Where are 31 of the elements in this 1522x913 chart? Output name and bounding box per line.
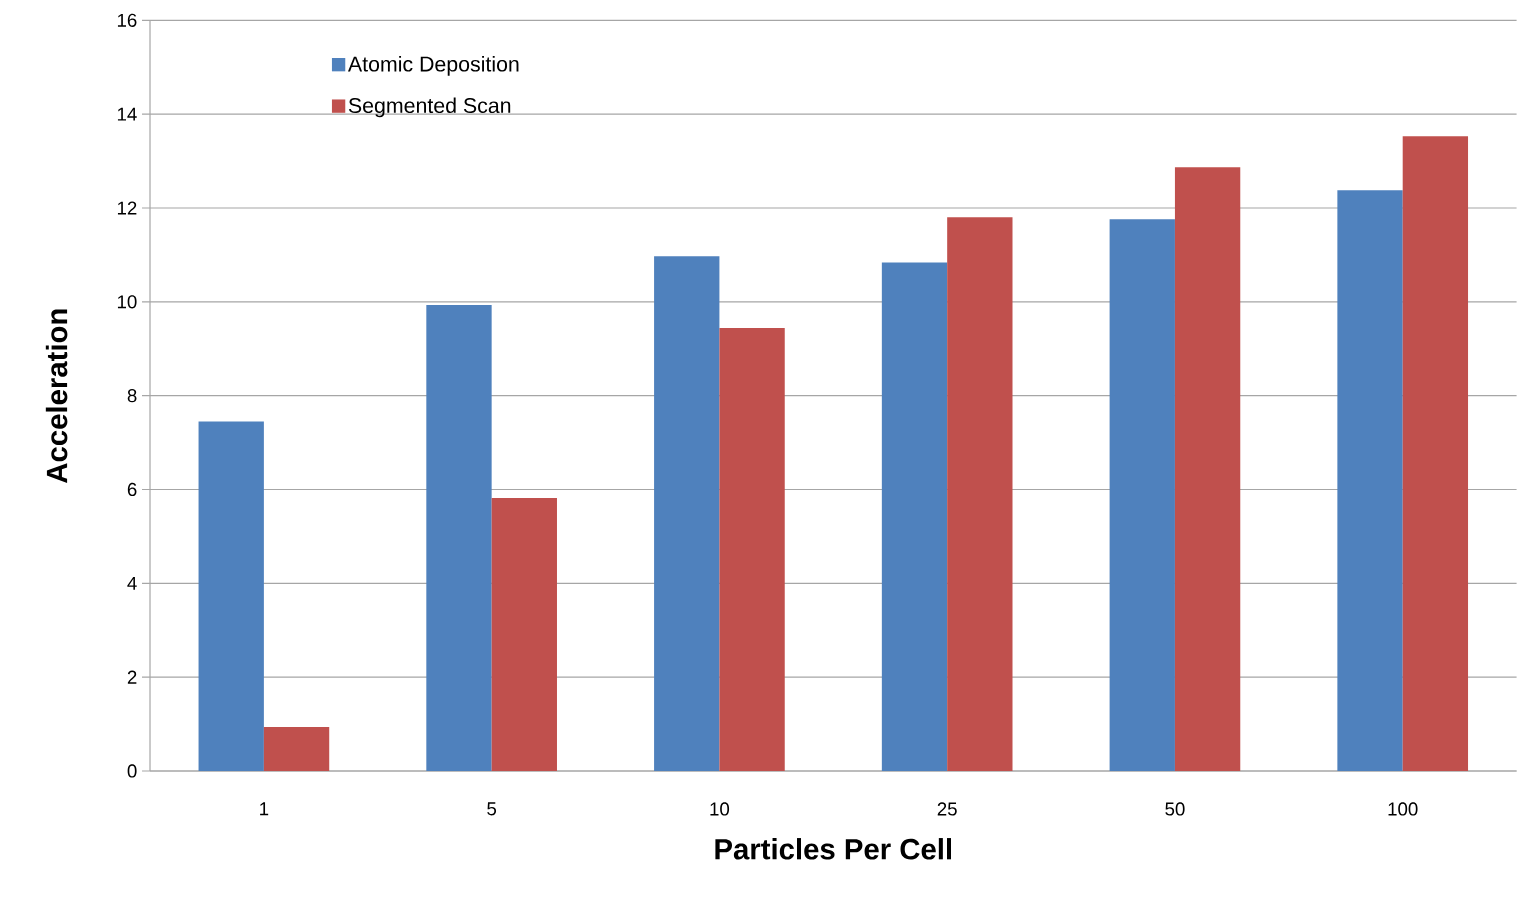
legend-label: Atomic Deposition <box>347 55 519 76</box>
y-tick-label: 4 <box>127 576 137 590</box>
x-tick-label: 1 <box>260 802 269 816</box>
bar <box>947 217 1013 771</box>
bar <box>654 256 720 771</box>
y-tick-label: 6 <box>127 482 137 497</box>
bar <box>426 305 492 771</box>
x-axis-title: Particles Per Cell <box>715 838 952 860</box>
y-axis-title: Acceleration <box>45 309 68 483</box>
bar <box>881 262 948 771</box>
bar <box>263 726 330 771</box>
y-tick-label: 8 <box>127 389 137 403</box>
x-tick-label: 10 <box>710 802 730 816</box>
x-tick-label: 50 <box>1165 802 1185 816</box>
y-tick-label: 0 <box>127 764 137 778</box>
bar <box>1174 167 1241 771</box>
x-tick-label: 100 <box>1388 802 1418 816</box>
bar <box>719 328 785 771</box>
x-tick-label: 5 <box>487 802 497 816</box>
bar <box>1109 219 1175 771</box>
y-tick-label: 12 <box>117 201 137 215</box>
x-tick-label: 25 <box>937 802 957 816</box>
legend-label: Segmented Scan <box>348 97 511 118</box>
bar <box>1402 136 1469 771</box>
bar <box>491 497 557 771</box>
y-tick-label: 16 <box>117 13 137 27</box>
bar <box>198 421 264 771</box>
y-tick-label: 10 <box>117 295 137 309</box>
y-tick-label: 2 <box>127 670 137 684</box>
bar <box>1337 190 1403 771</box>
y-tick-label: 14 <box>117 107 137 121</box>
